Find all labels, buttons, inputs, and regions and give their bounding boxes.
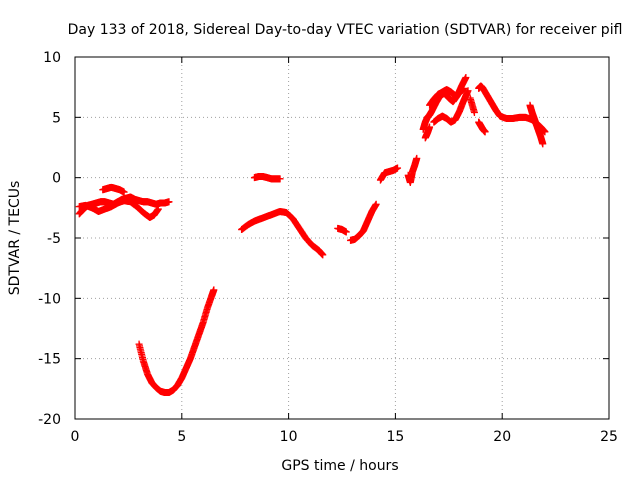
y-tick-label: -10 bbox=[38, 291, 61, 307]
x-tick-label: 10 bbox=[280, 429, 298, 445]
data-point bbox=[539, 140, 547, 148]
data-point bbox=[276, 175, 284, 183]
data-point bbox=[165, 198, 173, 206]
y-tick-label: -15 bbox=[38, 352, 61, 368]
data-point bbox=[462, 74, 470, 82]
x-axis-title: GPS time / hours bbox=[281, 458, 398, 474]
series-arc15 bbox=[466, 94, 478, 117]
data-point bbox=[372, 200, 380, 208]
series-arc14 bbox=[421, 123, 434, 142]
data-point bbox=[319, 251, 327, 259]
y-tick-label: -5 bbox=[47, 231, 61, 247]
series-arc10 bbox=[404, 154, 421, 186]
data-point bbox=[394, 164, 402, 172]
series-arc13 bbox=[426, 84, 468, 109]
series-arc7 bbox=[334, 224, 350, 236]
data-point bbox=[464, 87, 472, 95]
y-axis-title: SDTVAR / TECUs bbox=[7, 181, 23, 296]
data-point bbox=[470, 109, 478, 117]
data-point bbox=[481, 128, 489, 136]
series-arc8 bbox=[347, 200, 380, 244]
data-point bbox=[426, 123, 434, 131]
y-tick-label: 10 bbox=[43, 50, 61, 66]
series-arc16 bbox=[475, 118, 489, 136]
data-point bbox=[413, 154, 421, 162]
series-arc18 bbox=[526, 101, 547, 148]
series-arc4 bbox=[135, 286, 218, 396]
series-arc6 bbox=[238, 207, 327, 259]
y-tick-label: 5 bbox=[52, 110, 61, 126]
y-tick-label: -20 bbox=[38, 412, 61, 428]
x-tick-label: 15 bbox=[386, 429, 404, 445]
x-tick-label: 25 bbox=[600, 429, 618, 445]
data-point bbox=[154, 205, 162, 213]
series-arc12 bbox=[430, 87, 472, 126]
axis-ticks: 0 5 10 15 20 25 -20 -15 -10 -5 0 5 10 bbox=[38, 50, 618, 445]
data-point bbox=[210, 286, 218, 294]
x-tick-label: 0 bbox=[71, 429, 80, 445]
series-arc5 bbox=[250, 172, 284, 183]
series-arc2 bbox=[75, 197, 162, 221]
data-point bbox=[342, 228, 350, 236]
x-tick-label: 20 bbox=[493, 429, 511, 445]
data-point bbox=[460, 84, 468, 92]
series-arc9 bbox=[376, 164, 402, 184]
data-marks bbox=[75, 74, 549, 396]
x-tick-label: 5 bbox=[177, 429, 186, 445]
series-arc3 bbox=[99, 183, 128, 196]
chart-title: Day 133 of 2018, Sidereal Day-to-day VTE… bbox=[68, 22, 623, 38]
y-tick-label: 0 bbox=[52, 171, 61, 187]
data-point bbox=[120, 188, 128, 196]
